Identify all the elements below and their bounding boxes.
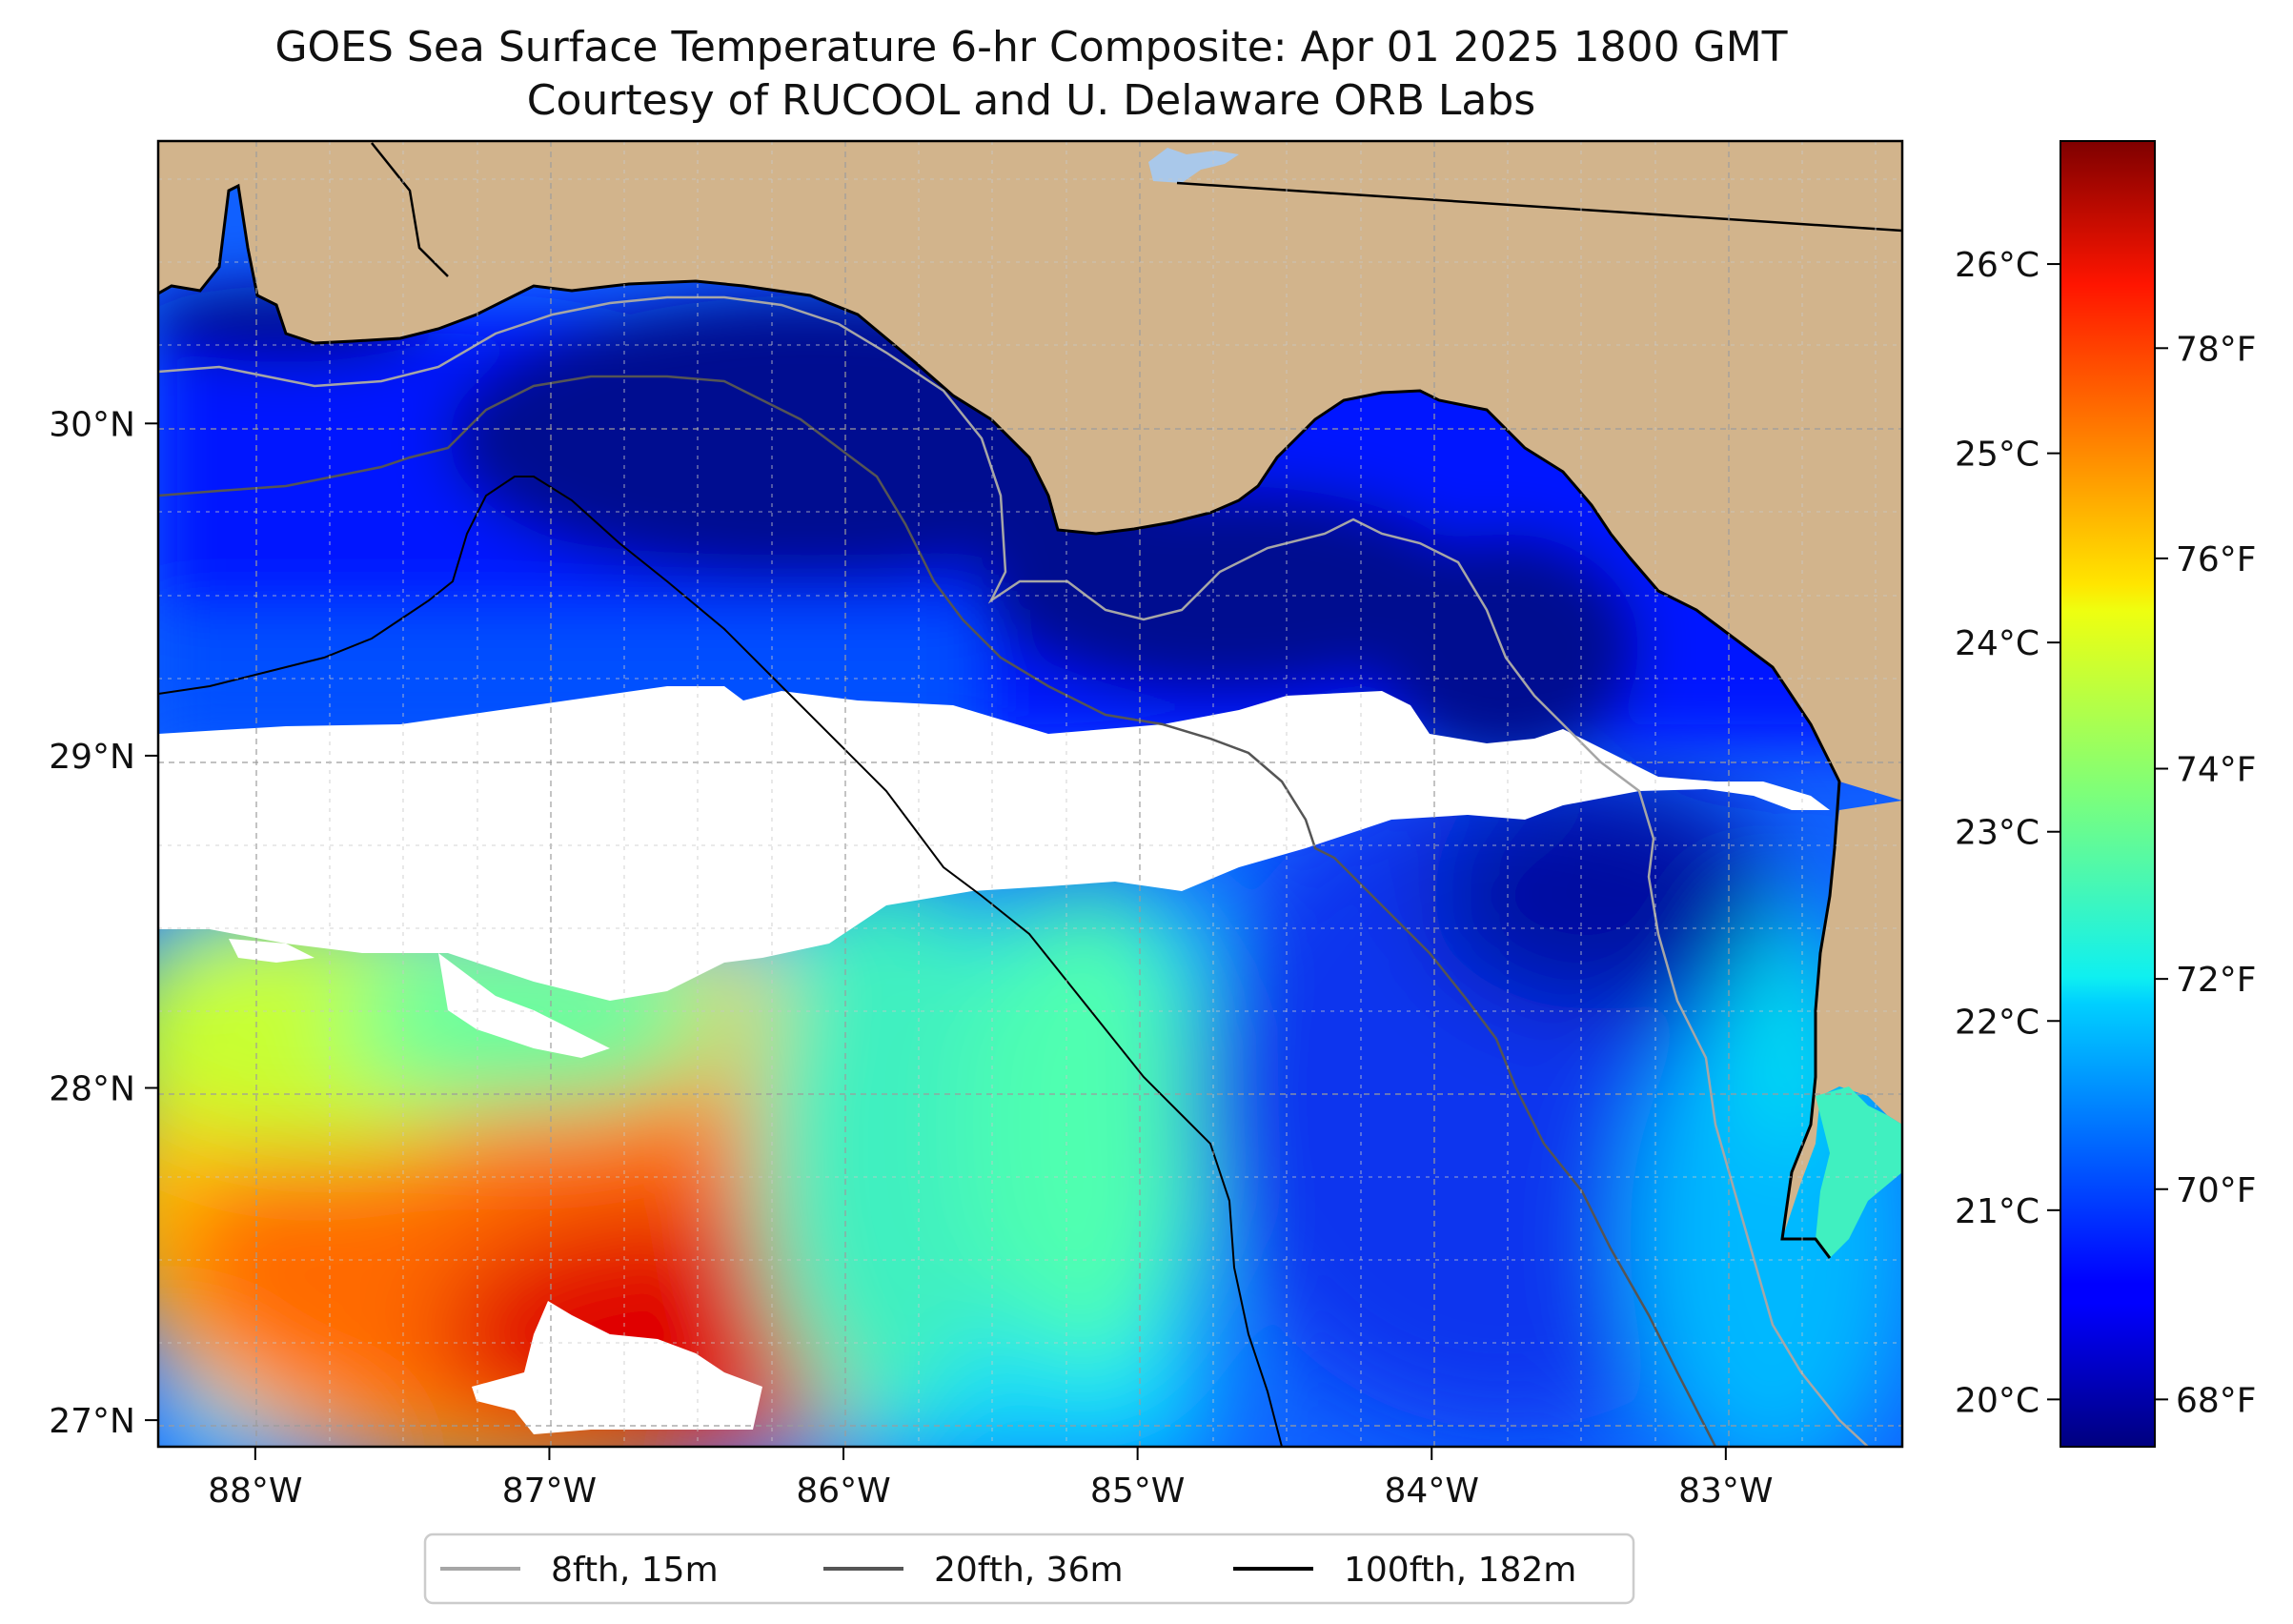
celsius-tick-label: 24°C	[1955, 624, 2039, 663]
lat-tick-label: 29°N	[49, 738, 135, 777]
celsius-tick-label: 22°C	[1955, 1003, 2039, 1042]
no-data-patches	[229, 939, 610, 1058]
legend-box	[423, 1533, 1635, 1605]
longitude-axis: 88°W 87°W 86°W 85°W 84°W 83°W	[208, 1447, 1774, 1511]
lon-tick-label: 83°W	[1678, 1472, 1773, 1511]
gridlines	[158, 141, 1902, 1447]
lat-tick-label: 30°N	[49, 405, 135, 444]
latitude-axis: 27°N 28°N 29°N 30°N	[49, 405, 158, 1441]
land-southeast	[1782, 801, 1902, 1239]
map-title: GOES Sea Surface Temperature 6-hr Compos…	[274, 23, 1788, 71]
legend-item-label: 8fth, 15m	[551, 1551, 719, 1590]
lake-icon	[1148, 148, 1239, 183]
legend-item-label: 20fth, 36m	[934, 1551, 1124, 1590]
lon-tick-label: 84°W	[1385, 1472, 1479, 1511]
fahrenheit-tick-label: 74°F	[2176, 751, 2257, 790]
map-area	[158, 141, 1902, 1447]
sst-field-south	[158, 762, 1902, 1447]
fahrenheit-tick-label: 76°F	[2176, 540, 2257, 579]
lon-tick-label: 88°W	[208, 1472, 302, 1511]
state-border	[1176, 181, 1902, 233]
colorbar-gradient	[2060, 141, 2155, 1447]
map-frame	[156, 139, 1904, 1449]
minor-gridlines	[158, 141, 1902, 1447]
fahrenheit-tick-label: 78°F	[2176, 330, 2257, 369]
land-north	[158, 141, 1902, 801]
lon-tick-label: 85°W	[1090, 1472, 1185, 1511]
celsius-tick-label: 23°C	[1955, 814, 2039, 853]
isobath-20fth	[158, 375, 1717, 1447]
fahrenheit-tick-label: 68°F	[2176, 1381, 2257, 1420]
colorbar-celsius-axis: 20°C 21°C 22°C 23°C 24°C 25°C 26°C	[1955, 246, 2060, 1420]
tampa-bay-water	[1816, 1086, 1902, 1258]
celsius-tick-label: 26°C	[1955, 246, 2039, 285]
no-data-cloud-band	[158, 686, 1830, 1001]
coastline	[158, 183, 1841, 1259]
colorbar-frame	[2060, 140, 2156, 1448]
celsius-tick-label: 20°C	[1955, 1381, 2039, 1420]
lat-tick-label: 28°N	[49, 1070, 135, 1109]
state-border-west	[371, 142, 449, 277]
fahrenheit-tick-label: 70°F	[2176, 1171, 2257, 1210]
fahrenheit-tick-label: 72°F	[2176, 961, 2257, 1000]
lon-tick-label: 86°W	[796, 1472, 890, 1511]
isobath-100fth	[158, 476, 1283, 1447]
legend: 8fth, 15m 20fth, 36m 100fth, 182m	[440, 1551, 1576, 1590]
map-subtitle: Courtesy of RUCOOL and U. Delaware ORB L…	[526, 76, 1536, 125]
lat-tick-label: 27°N	[49, 1402, 135, 1441]
celsius-tick-label: 21°C	[1955, 1192, 2039, 1231]
celsius-tick-label: 25°C	[1955, 436, 2039, 475]
isobath-8fth	[158, 295, 1869, 1447]
legend-item-label: 100fth, 182m	[1344, 1551, 1576, 1590]
colorbar-fahrenheit-axis: 68°F 70°F 72°F 74°F 76°F 78°F	[2155, 330, 2257, 1420]
lon-tick-label: 87°W	[502, 1472, 597, 1511]
no-data-south-patch	[472, 1301, 762, 1434]
